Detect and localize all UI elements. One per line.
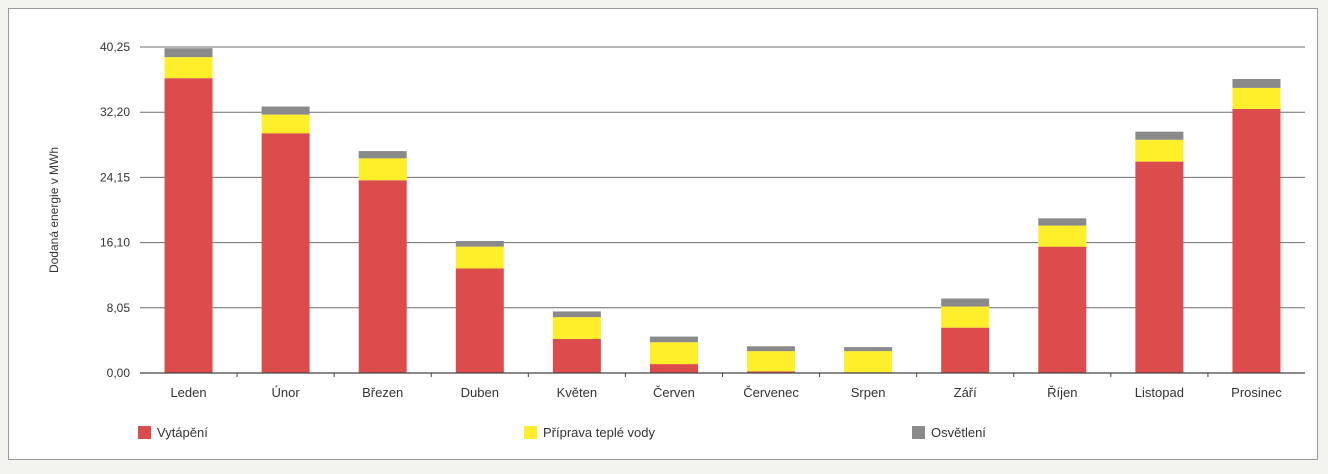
legend-swatch: [138, 426, 151, 439]
y-tick-label: 8,05: [107, 301, 131, 315]
x-tick-labels: Leden Únor Březen Duben Květen Červen Červenec…: [170, 373, 1282, 400]
bar-segment: [358, 158, 407, 181]
bar-segment: [1135, 139, 1184, 162]
bar-segment: [747, 351, 796, 372]
legend-swatch: [524, 426, 537, 439]
bar-segment: [1038, 225, 1087, 247]
bar-segment: [941, 306, 990, 328]
bar-segment: [1232, 87, 1281, 109]
bars: [164, 48, 1281, 373]
y-tick-label: 16,10: [100, 236, 130, 250]
legend-label: Vytápění: [157, 425, 208, 440]
y-tick-labels: 0,00 8,05 16,10 24,15 32,20 40,25: [100, 40, 130, 380]
legend: Vytápění Příprava teplé vody Osvětlení: [138, 425, 986, 440]
y-tick-label: 24,15: [100, 170, 130, 184]
chart-frame: [8, 8, 1318, 460]
bar-segment: [649, 364, 698, 373]
y-tick-label: 40,25: [100, 40, 130, 54]
y-tick-label: 32,20: [100, 105, 130, 119]
x-tick-label: Září: [954, 385, 978, 400]
bar-segment: [164, 78, 213, 373]
bar-segment: [844, 351, 893, 373]
bar-segment: [1038, 218, 1087, 226]
x-tick-label: Březen: [362, 385, 403, 400]
bar-segment: [164, 57, 213, 79]
legend-label: Osvětlení: [931, 425, 986, 440]
bar-segment: [552, 317, 601, 339]
x-tick-label: Srpen: [851, 385, 886, 400]
y-tick-label: 0,00: [107, 366, 131, 380]
bar-segment: [261, 133, 310, 373]
x-tick-label: Červenec: [743, 385, 799, 400]
gridlines: [140, 46, 1305, 309]
bar-segment: [455, 240, 504, 247]
x-tick-label: Prosinec: [1231, 385, 1282, 400]
legend-swatch: [912, 426, 925, 439]
bar-segment: [455, 268, 504, 373]
x-tick-label: Říjen: [1047, 385, 1077, 400]
legend-label: Příprava teplé vody: [543, 425, 656, 440]
x-tick-label: Únor: [272, 385, 301, 400]
bar-segment: [1232, 78, 1281, 88]
x-tick-label: Červen: [653, 385, 695, 400]
bar-segment: [649, 342, 698, 365]
bar-segment: [455, 246, 504, 269]
bar-segment: [552, 338, 601, 373]
bar-segment: [261, 114, 310, 134]
bar-segment: [552, 311, 601, 318]
x-tick-label: Květen: [557, 385, 597, 400]
bar-segment: [1232, 108, 1281, 373]
bar-segment: [261, 106, 310, 115]
bar-segment: [941, 327, 990, 373]
x-tick-label: Listopad: [1135, 385, 1184, 400]
bar-segment: [358, 180, 407, 373]
bar-segment: [844, 347, 893, 352]
bar-segment: [358, 151, 407, 159]
y-axis-label: Dodaná energie v MWh: [47, 147, 61, 273]
bar-segment: [941, 298, 990, 307]
bar-segment: [747, 371, 796, 373]
bar-segment: [649, 336, 698, 343]
bar-segment: [164, 48, 213, 58]
x-tick-label: Leden: [170, 385, 206, 400]
bar-segment: [747, 346, 796, 352]
bar-segment: [1135, 161, 1184, 373]
x-tick-label: Duben: [461, 385, 499, 400]
bar-segment: [1038, 246, 1087, 373]
bar-segment: [1135, 131, 1184, 140]
